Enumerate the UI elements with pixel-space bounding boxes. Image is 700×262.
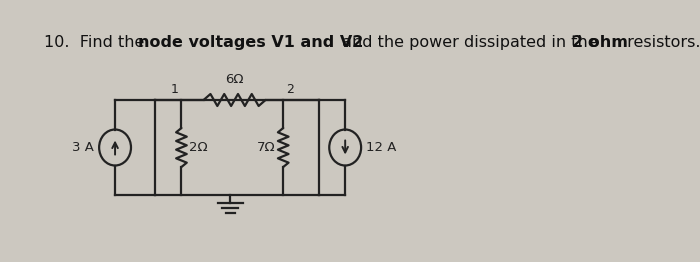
Text: 7Ω: 7Ω [257,141,275,154]
Text: resistors.: resistors. [622,35,700,50]
Text: and the power dissipated in the: and the power dissipated in the [337,35,603,50]
Text: 2Ω: 2Ω [190,141,208,154]
Text: 3 A: 3 A [72,141,94,154]
Text: 1: 1 [171,83,178,96]
Text: 10.  Find the: 10. Find the [44,35,150,50]
Text: node voltages V1 and V2: node voltages V1 and V2 [138,35,363,50]
Text: 2: 2 [286,83,294,96]
Text: 6Ω: 6Ω [225,73,244,86]
Text: 2 ohm: 2 ohm [573,35,628,50]
Text: 12 A: 12 A [366,141,397,154]
